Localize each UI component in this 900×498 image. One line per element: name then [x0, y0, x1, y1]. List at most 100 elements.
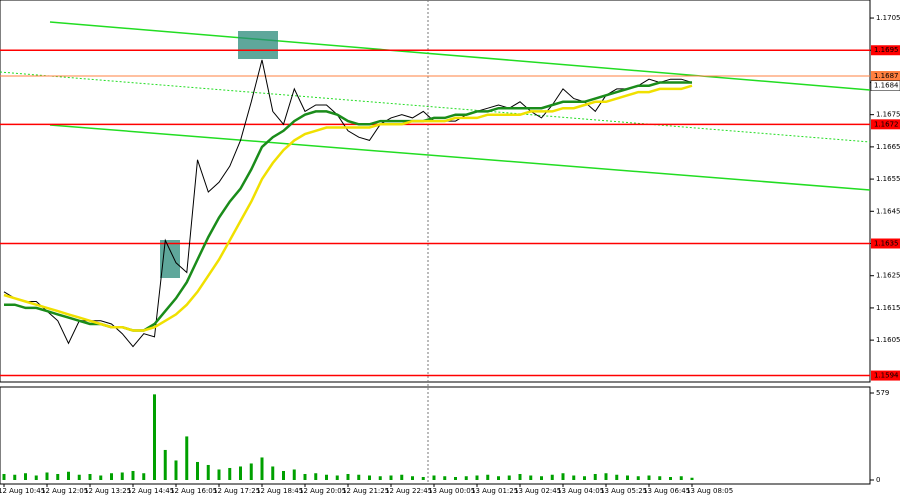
volume-bar: [217, 469, 221, 480]
y-tick-label: 1.1645: [876, 207, 900, 215]
volume-bar: [335, 475, 339, 480]
volume-bar: [45, 472, 49, 480]
y-tick-label: 1.1655: [876, 175, 900, 183]
level-tag: [871, 71, 900, 82]
x-tick-label: 12 Aug 17:25: [213, 487, 260, 495]
price-line: [3, 59, 693, 348]
volume-bar: [13, 474, 17, 480]
volume-bar: [239, 466, 242, 480]
volume-bar: [378, 476, 382, 480]
volume-bar: [99, 475, 103, 480]
x-tick-label: 12 Aug 22:45: [385, 487, 432, 495]
volume-bar: [540, 476, 543, 480]
level-tag: [871, 119, 900, 130]
y-tick-label: 1.1615: [876, 304, 900, 312]
x-tick-label: 13 Aug 02:45: [514, 487, 561, 495]
volume-bar: [67, 471, 70, 480]
x-tick-label: 12 Aug 10:45: [0, 487, 45, 495]
volume-bar: [24, 473, 27, 480]
volume-bar: [690, 477, 694, 480]
level-tag: [871, 45, 900, 56]
volume-bar: [432, 475, 436, 480]
volume-bar: [604, 473, 608, 480]
volume-bar: [454, 476, 457, 480]
volume-bar: [303, 473, 307, 480]
volume-tick-label: 579: [876, 389, 889, 397]
price-panel: [0, 0, 871, 383]
volume-bar: [486, 474, 490, 480]
volume-bar: [153, 394, 156, 480]
last-price-tag: [870, 80, 900, 91]
volume-bar: [357, 474, 361, 480]
volume-bar: [550, 474, 554, 480]
volume-bar: [593, 473, 597, 480]
volume-bar: [56, 473, 60, 480]
volume-bar: [679, 476, 683, 480]
volume-bar: [658, 476, 662, 480]
volume-bar: [368, 475, 371, 480]
x-tick-label: 13 Aug 01:25: [471, 487, 518, 495]
volume-bar: [88, 473, 92, 480]
volume-bar: [206, 464, 210, 480]
volume-bar: [120, 472, 124, 480]
volume-bar: [583, 476, 586, 480]
volume-bar: [174, 460, 178, 480]
volume-panel: [0, 386, 871, 485]
x-tick-label: 12 Aug 21:25: [342, 487, 389, 495]
volume-bar: [475, 475, 479, 480]
x-tick-label: 12 Aug 20:05: [299, 487, 346, 495]
level-tag: [871, 238, 900, 249]
volume-bar: [636, 476, 640, 480]
signal-box: [160, 240, 180, 278]
volume-bar: [669, 476, 672, 480]
volume-bar: [260, 457, 264, 480]
volume-bar: [110, 473, 113, 480]
channel-mid: [0, 71, 871, 143]
volume-tick-label: 0: [876, 476, 880, 484]
volume-bar: [249, 463, 253, 480]
volume-bar: [34, 475, 38, 480]
volume-bar: [421, 476, 425, 480]
volume-bar: [142, 473, 146, 480]
volume-bar: [572, 475, 576, 480]
price-line: [3, 84, 693, 332]
volume-bar: [314, 473, 318, 480]
x-tick-label: 13 Aug 04:05: [557, 487, 604, 495]
volume-bar: [346, 473, 350, 480]
volume-bar: [400, 474, 404, 480]
level-tag: [871, 370, 900, 381]
level-label: 1.1635: [874, 240, 899, 248]
level-label: 1.1594: [874, 372, 899, 380]
volume-bar: [2, 473, 6, 480]
x-tick-label: 13 Aug 06:45: [643, 487, 690, 495]
volume-bar: [196, 461, 199, 480]
x-tick-label: 13 Aug 00:05: [428, 487, 475, 495]
volume-bar: [507, 475, 511, 480]
volume-bar: [228, 467, 232, 480]
x-tick-label: 12 Aug 18:45: [256, 487, 303, 495]
y-tick-label: 1.1625: [876, 272, 900, 280]
volume-bar: [561, 473, 565, 480]
volume-bar: [325, 474, 328, 480]
x-tick-label: 12 Aug 12:05: [41, 487, 88, 495]
x-tick-label: 13 Aug 08:05: [686, 487, 733, 495]
y-tick-label: 1.1665: [876, 143, 900, 151]
volume-bar: [615, 474, 619, 480]
volume-bar: [185, 436, 189, 480]
volume-bar: [647, 475, 651, 480]
level-label: 1.1695: [874, 46, 899, 54]
volume-bar: [529, 475, 533, 480]
volume-bar: [271, 466, 275, 480]
x-tick-label: 12 Aug 14:45: [127, 487, 174, 495]
channel-lower: [49, 124, 871, 191]
volume-bar: [443, 476, 447, 480]
y-tick-label: 1.1605: [876, 336, 900, 344]
last-price-label: 1.1684: [874, 82, 899, 90]
x-tick-label: 12 Aug 16:05: [170, 487, 217, 495]
signal-box: [238, 31, 278, 59]
volume-bar: [292, 469, 296, 480]
volume-bar: [282, 470, 285, 480]
volume-bar: [77, 474, 81, 480]
level-label: 1.1687: [874, 72, 899, 80]
volume-bar: [389, 475, 393, 480]
